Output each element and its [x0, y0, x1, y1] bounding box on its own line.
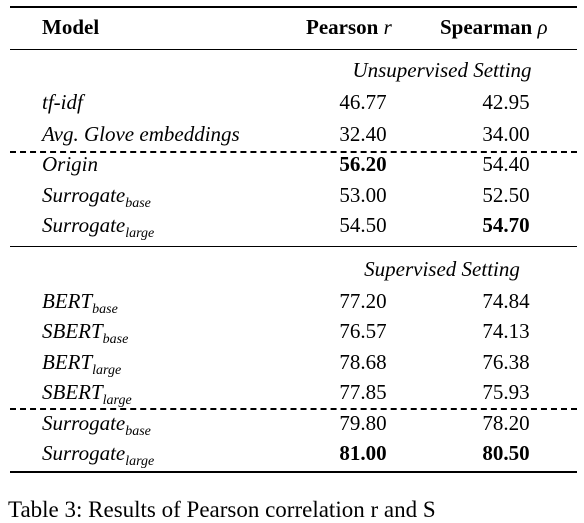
table-top-rule	[10, 6, 577, 8]
row-model: BERTlarge	[42, 349, 122, 378]
header-model: Model	[42, 15, 100, 39]
row-pearson: 77.85	[339, 380, 387, 404]
row-spearman: 54.70	[482, 213, 530, 237]
row-spearman: 54.40	[482, 152, 530, 176]
model-name: SBERT	[42, 380, 103, 404]
table-header-rule	[10, 49, 577, 50]
row-model: Origin	[42, 152, 99, 176]
model-subscript: base	[92, 302, 118, 317]
model-subscript: large	[92, 363, 122, 378]
model-subscript: large	[125, 226, 155, 241]
section-supervised: Supervised Setting	[364, 257, 520, 281]
row-model: Avg. Glove embeddings	[42, 122, 240, 146]
model-name: Surrogate	[42, 213, 126, 237]
row-pearson: 54.50	[339, 213, 387, 237]
row-spearman: 78.20	[482, 411, 530, 435]
row-model: Surrogatebase	[42, 410, 151, 439]
row-pearson: 76.57	[339, 319, 387, 343]
header-spearman-symbol: ρ	[537, 15, 548, 39]
row-pearson: 53.00	[339, 183, 387, 207]
model-subscript: base	[125, 196, 151, 211]
row-spearman: 74.84	[482, 289, 530, 313]
header-spearman-label: Spearman	[440, 15, 533, 39]
section-unsupervised: Unsupervised Setting	[352, 58, 532, 82]
row-model: BERTbase	[42, 288, 118, 317]
table-bottom-rule	[10, 471, 577, 473]
model-name: Surrogate	[42, 441, 126, 465]
row-model: Surrogatebase	[42, 182, 151, 211]
model-name: BERT	[42, 350, 93, 374]
row-model: Surrogatelarge	[42, 440, 155, 469]
row-model: tf-idf	[42, 90, 83, 114]
unsupervised-dashed-rule	[10, 151, 577, 153]
row-pearson: 32.40	[339, 122, 387, 146]
row-pearson: 81.00	[339, 441, 387, 465]
model-subscript: large	[125, 454, 155, 469]
row-pearson: 79.80	[339, 411, 387, 435]
header-pearson: Pearson r	[306, 14, 392, 40]
row-spearman: 75.93	[482, 380, 530, 404]
row-pearson: 78.68	[339, 350, 387, 374]
model-subscript: large	[102, 393, 132, 408]
model-subscript: base	[125, 424, 151, 439]
row-spearman: 42.95	[482, 90, 530, 114]
model-name: SBERT	[42, 319, 103, 343]
row-spearman: 80.50	[482, 441, 530, 465]
row-spearman: 34.00	[482, 122, 530, 146]
table-caption: Table 3: Results of Pearson correlation …	[8, 497, 436, 522]
model-name: Surrogate	[42, 411, 126, 435]
model-name: BERT	[42, 289, 93, 313]
header-pearson-symbol: r	[383, 15, 392, 39]
row-model: Surrogatelarge	[42, 212, 155, 241]
supervised-dashed-rule	[10, 408, 577, 410]
model-subscript: base	[102, 332, 129, 347]
row-model: SBERTlarge	[42, 379, 132, 408]
model-name: Surrogate	[42, 183, 126, 207]
row-pearson: 46.77	[339, 90, 387, 114]
header-spearman: Spearman ρ	[440, 14, 548, 40]
section-divider-rule	[10, 246, 577, 247]
row-spearman: 76.38	[482, 350, 530, 374]
header-pearson-label: Pearson	[306, 15, 379, 39]
row-spearman: 74.13	[482, 319, 530, 343]
row-pearson: 77.20	[339, 289, 387, 313]
row-pearson: 56.20	[339, 152, 387, 176]
row-model: SBERTbase	[42, 318, 129, 347]
row-spearman: 52.50	[482, 183, 530, 207]
